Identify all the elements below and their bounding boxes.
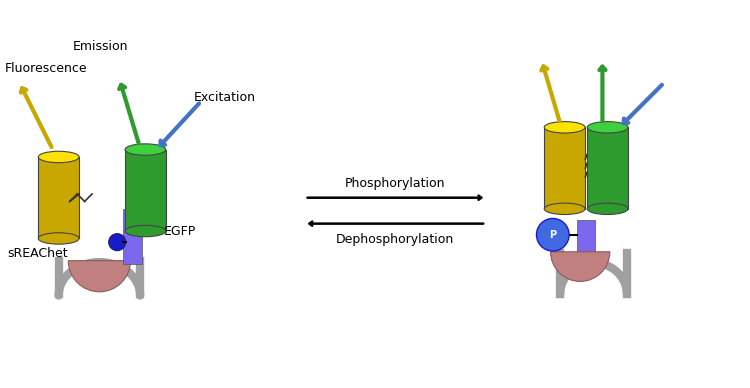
Text: Fluorescence: Fluorescence [4, 62, 87, 76]
Text: sREAChet: sREAChet [8, 247, 68, 260]
Ellipse shape [587, 121, 628, 133]
Circle shape [536, 218, 569, 251]
Text: Excitation: Excitation [194, 91, 256, 104]
Text: Phosphorylation: Phosphorylation [345, 177, 445, 190]
Wedge shape [550, 252, 610, 281]
Text: Dephosphorylation: Dephosphorylation [336, 232, 454, 246]
Bar [38, 157, 79, 239]
Bar [544, 127, 585, 209]
Ellipse shape [587, 203, 628, 215]
Bar [578, 220, 595, 264]
Ellipse shape [544, 203, 585, 215]
Ellipse shape [38, 233, 79, 244]
Ellipse shape [38, 151, 79, 163]
Bar [125, 149, 166, 231]
Circle shape [109, 234, 126, 251]
Text: P: P [549, 230, 556, 240]
Text: EGFP: EGFP [164, 225, 196, 237]
Ellipse shape [544, 121, 585, 133]
Wedge shape [68, 261, 130, 292]
Ellipse shape [125, 144, 166, 155]
Bar [123, 209, 142, 264]
Bar [587, 127, 628, 209]
Ellipse shape [125, 225, 166, 237]
Text: Emission: Emission [74, 40, 129, 53]
